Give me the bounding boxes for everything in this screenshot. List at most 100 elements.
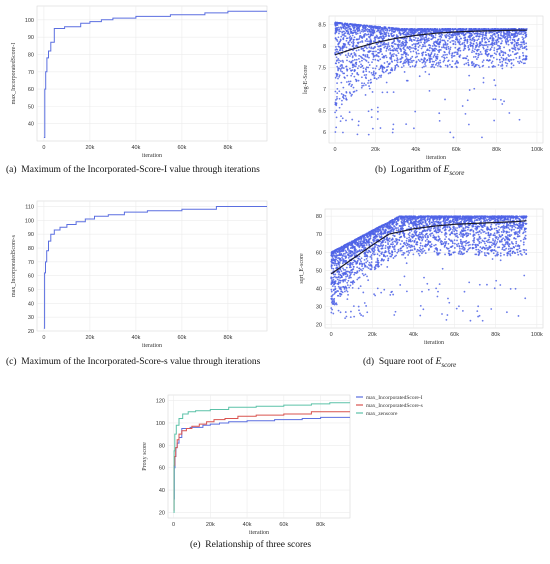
scatter-point [372, 70, 375, 73]
scatter-point [502, 231, 505, 234]
scatter-point [456, 239, 458, 242]
scatter-point [441, 227, 444, 230]
scatter-point [352, 40, 355, 43]
scatter-point [393, 235, 396, 238]
scatter-point [475, 49, 478, 52]
scatter-point [355, 79, 358, 82]
scatter-point [342, 267, 344, 270]
scatter-point [369, 78, 372, 81]
scatter-point [387, 26, 390, 29]
scatter-point [407, 47, 410, 50]
scatter-point [422, 59, 425, 62]
scatter-point [491, 60, 494, 63]
scatter-point [367, 267, 370, 270]
scatter-point [360, 314, 363, 316]
scatter-point [459, 247, 461, 250]
scatter-point [439, 38, 442, 41]
scatter-point [493, 287, 496, 290]
scatter-point [418, 44, 421, 47]
scatter-point [493, 52, 496, 55]
scatter-point [364, 255, 367, 258]
scatter-point [350, 94, 353, 97]
scatter-point [469, 34, 471, 37]
scatter-point [355, 54, 357, 57]
scatter-point [524, 297, 527, 300]
scatter-point [383, 66, 386, 69]
scatter-point [510, 41, 513, 44]
scatter-point [500, 50, 503, 52]
scatter-point [336, 65, 339, 68]
scatter-point [385, 81, 388, 84]
scatter-point [524, 62, 526, 65]
scatter-point [400, 50, 402, 52]
scatter-point [516, 44, 519, 47]
scatter-point [386, 91, 389, 94]
scatter-point [335, 264, 338, 267]
scatter-point [497, 44, 499, 47]
scatter-point [503, 36, 506, 39]
scatter-point [330, 265, 333, 268]
scatter-point [429, 234, 432, 237]
scatter-point [363, 58, 365, 60]
scatter-point [411, 65, 414, 68]
scatter-point [450, 54, 453, 57]
scatter-point [432, 28, 435, 31]
scatter-point [424, 70, 427, 73]
scatter-point [471, 243, 474, 246]
scatter-point [513, 53, 516, 56]
scatter-point [491, 31, 494, 34]
scatter-point [474, 225, 477, 228]
scatter-point [393, 31, 396, 33]
y-tick-label: 7 [323, 87, 326, 93]
scatter-point [495, 53, 498, 56]
scatter-point [407, 54, 410, 56]
scatter-point [443, 241, 446, 243]
scatter-point [377, 233, 379, 236]
scatter-point [403, 51, 406, 53]
y-axis-label: max_IncorporatedScore-s [11, 234, 17, 297]
scatter-point [417, 252, 420, 255]
scatter-point [480, 33, 483, 36]
scatter-point [433, 54, 436, 57]
scatter-point [388, 45, 391, 48]
scatter-point [347, 25, 350, 27]
scatter-point [350, 85, 353, 88]
scatter-point [338, 97, 341, 100]
scatter-point [471, 44, 473, 47]
scatter-point [465, 57, 468, 60]
scatter-point [348, 286, 350, 289]
scatter-point [452, 227, 455, 230]
scatter-point [449, 41, 452, 44]
scatter-point [447, 60, 449, 63]
scatter-point [499, 47, 502, 50]
scatter-point [433, 41, 436, 43]
scatter-point [362, 291, 365, 294]
scatter-point [399, 28, 402, 31]
scatter-point [525, 33, 528, 36]
scatter-point [366, 30, 369, 33]
scatter-point [500, 28, 502, 30]
scatter-point [438, 51, 440, 53]
scatter-point [482, 46, 485, 49]
scatter-point [506, 38, 509, 41]
scatter-point [376, 257, 379, 260]
scatter-point [459, 43, 462, 46]
scatter-point [499, 54, 501, 57]
scatter-point [484, 52, 487, 55]
x-tick-label: 60k [450, 332, 459, 338]
scatter-point [451, 33, 454, 36]
scatter-point [463, 41, 466, 44]
scatter-point [337, 67, 339, 69]
scatter-point [500, 240, 503, 243]
scatter-point [369, 81, 372, 84]
scatter-point [360, 260, 362, 263]
scatter-point [351, 34, 354, 37]
scatter-point [352, 265, 355, 268]
scatter-point [422, 308, 425, 311]
scatter-point [442, 45, 445, 47]
scatter-point [441, 33, 444, 36]
scatter-point [335, 60, 338, 62]
scatter-point [339, 30, 342, 33]
scatter-point [420, 47, 423, 50]
scatter-point [375, 261, 378, 264]
